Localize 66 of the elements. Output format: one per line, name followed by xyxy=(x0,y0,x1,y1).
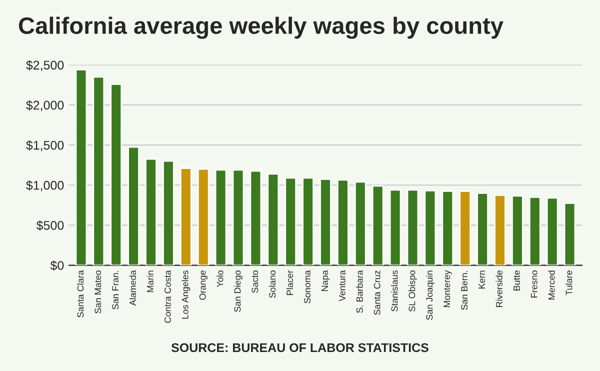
x-tick-label: San Bern. xyxy=(461,270,468,310)
source-note: SOURCE: BUREAU OF LABOR STATISTICS xyxy=(171,343,428,352)
x-tick-label: Santa Cruz xyxy=(374,270,380,315)
x-tick-label: Marin xyxy=(146,270,154,292)
bar xyxy=(546,197,558,266)
bar xyxy=(232,169,244,266)
bar xyxy=(406,189,419,266)
bar xyxy=(267,173,280,266)
y-tick-label: $2,500 xyxy=(26,60,64,72)
y-tick-label: $1,500 xyxy=(26,140,64,152)
y-tick-label: $500 xyxy=(36,220,64,231)
bar xyxy=(337,179,349,266)
x-tick-label: Sacto xyxy=(252,270,258,293)
x-tick-label: Stanislaus xyxy=(391,270,398,312)
bar xyxy=(372,185,384,266)
bar xyxy=(424,190,436,266)
bar xyxy=(494,194,506,266)
x-tick-label: Napa xyxy=(322,270,330,291)
bar xyxy=(442,190,454,266)
bar xyxy=(564,202,576,266)
x-tick-label: SL Obispo xyxy=(408,270,417,312)
bar xyxy=(512,195,524,266)
x-tick-label: Yolo xyxy=(216,270,224,288)
bar xyxy=(476,192,488,266)
x-tick-label: Fresno xyxy=(531,270,538,298)
x-tick-label: Monterey xyxy=(444,270,452,308)
bar xyxy=(302,177,314,266)
bar xyxy=(110,83,122,266)
chart-title: California average weekly wages by county xyxy=(18,16,504,39)
x-tick-label: Kern xyxy=(478,270,485,288)
x-tick-label: San Joaquin xyxy=(426,270,434,320)
bar xyxy=(197,168,210,266)
y-tick-label: $1,000 xyxy=(26,180,64,192)
bar xyxy=(128,146,140,266)
x-tick-label: Merced xyxy=(548,270,555,300)
bar xyxy=(250,170,262,266)
bar xyxy=(180,168,192,266)
x-tick-label: Ventura xyxy=(339,270,346,302)
x-tick-label: Contra Costa xyxy=(164,270,171,323)
x-tick-label: Riverside xyxy=(496,270,502,308)
bar xyxy=(92,76,105,266)
x-tick-label: Tulare xyxy=(566,270,572,296)
x-tick-label: Placer xyxy=(286,270,294,295)
bar xyxy=(389,189,402,266)
y-tick-label: $2,000 xyxy=(26,100,64,112)
y-tick-label: $0 xyxy=(50,260,64,271)
x-tick-label: Solano xyxy=(268,270,276,298)
bar xyxy=(75,69,88,266)
x-tick-label: Butte xyxy=(514,270,520,290)
bar xyxy=(145,158,157,266)
bar xyxy=(284,177,297,266)
bar xyxy=(214,169,227,266)
x-tick-label: Alameda xyxy=(129,270,136,306)
x-tick-label: San Diego xyxy=(234,270,242,312)
x-tick-label: San Fran. xyxy=(112,270,119,310)
x-tick-label: Orange xyxy=(199,270,208,300)
bar xyxy=(354,181,366,266)
bar xyxy=(528,196,541,266)
x-tick-label: Sonoma xyxy=(304,270,310,304)
bar xyxy=(162,160,174,266)
x-tick-label: Santa Clara xyxy=(77,270,84,318)
x-tick-label: S. Barbara xyxy=(356,270,363,313)
bar xyxy=(459,190,472,266)
bar xyxy=(320,178,332,266)
x-tick-label: San Mateo xyxy=(94,270,102,314)
x-tick-label: Los Angeles xyxy=(182,270,190,319)
